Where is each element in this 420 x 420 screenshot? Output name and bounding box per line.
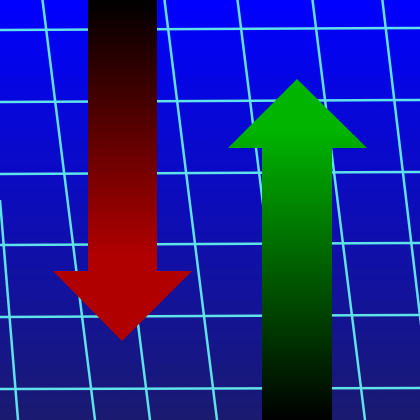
grid-line (0, 199, 20, 420)
grid-line (163, 0, 219, 420)
arrow-down-icon (53, 0, 192, 341)
grid-line (311, 0, 367, 420)
grid-line (0, 241, 420, 247)
grid-line (0, 313, 420, 319)
grid-line (41, 0, 97, 420)
grid-line (0, 170, 420, 176)
arrow-up-icon (228, 79, 367, 420)
grid-line (0, 386, 420, 391)
grid-line (381, 0, 420, 327)
grid-line (0, 26, 420, 32)
grid-line (0, 98, 420, 104)
